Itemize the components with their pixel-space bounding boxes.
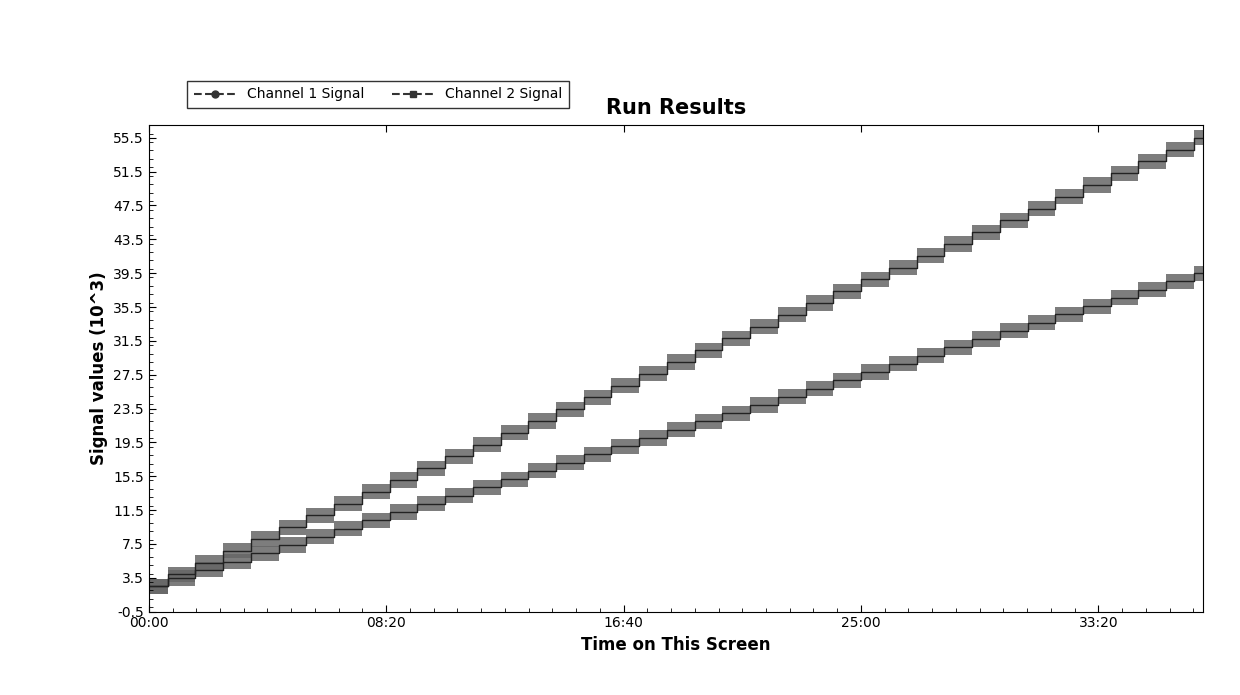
X-axis label: Time on This Screen: Time on This Screen <box>582 636 770 654</box>
Legend: Channel 1 Signal, Channel 2 Signal: Channel 1 Signal, Channel 2 Signal <box>187 81 569 108</box>
Title: Run Results: Run Results <box>605 98 746 118</box>
Y-axis label: Signal values (10^3): Signal values (10^3) <box>89 272 108 465</box>
